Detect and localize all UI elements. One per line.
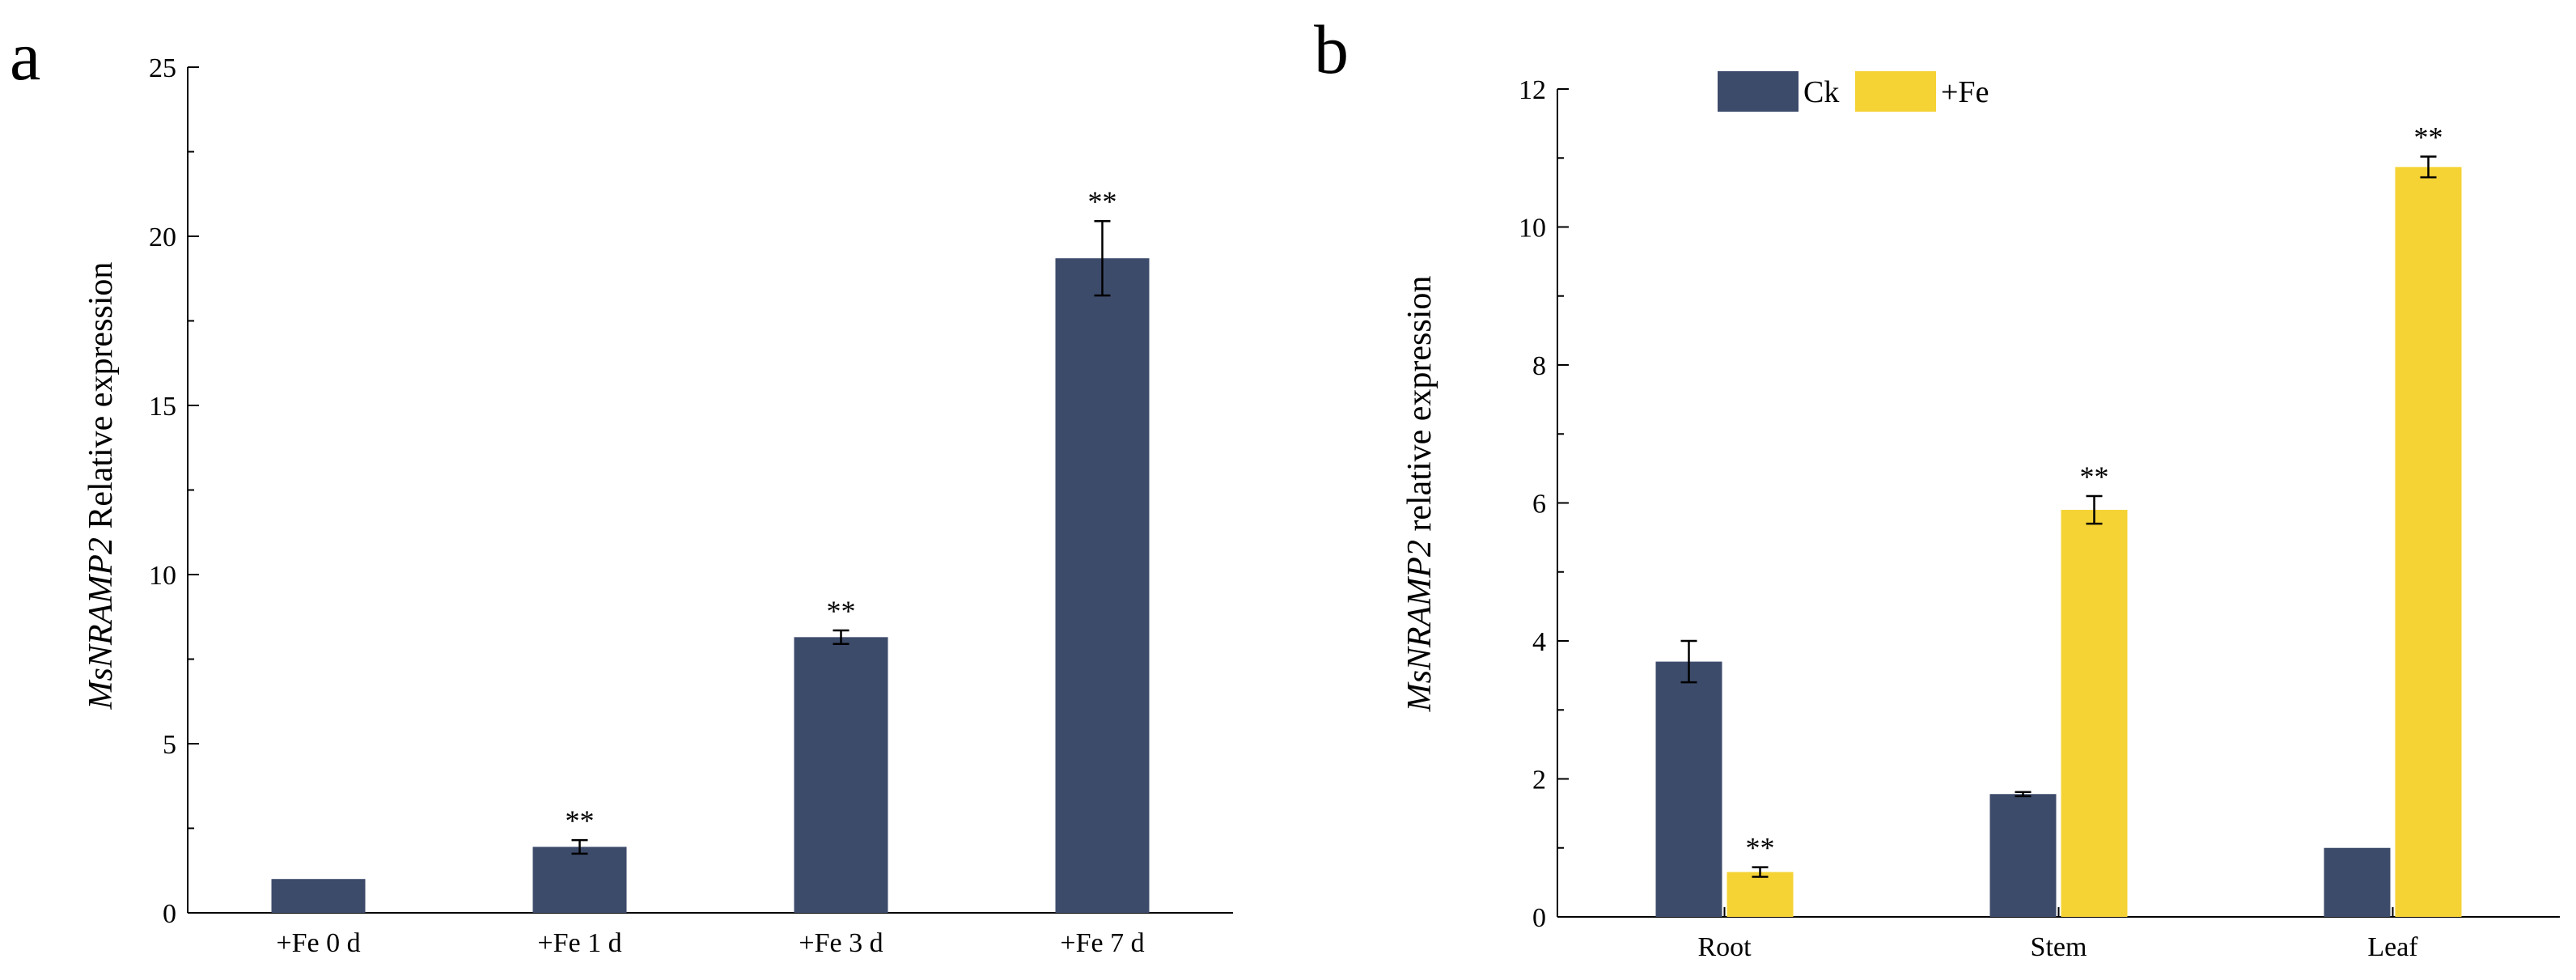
- panel-a-bar: [532, 846, 627, 913]
- panel-b-y-axis-title-gene: MsNRAMP2: [1401, 540, 1438, 712]
- panel-a-significance: **: [566, 804, 595, 837]
- panel-b-legend-swatch: [1718, 71, 1799, 112]
- panel-a-y-tick-label: 20: [149, 223, 176, 252]
- panel-b-fe-series-significance: **: [2080, 460, 2109, 493]
- panel-b-fe-series-bar: [1727, 872, 1794, 917]
- panel-a: a 0 5 10 15 20 25 +Fe 0 d +Fe 1 d +Fe 3 d +Fe 7 d…: [10, 17, 1233, 958]
- panel-b-legend: Ck +Fe: [1718, 71, 1989, 112]
- panel-b-fe-series-bar: [2061, 510, 2128, 917]
- panel-a-x-tick-label: +Fe 3 d: [799, 928, 883, 958]
- panel-a-y-axis-title-gene: MsNRAMP2: [83, 537, 120, 710]
- panel-a-y-tick-label: 25: [149, 53, 176, 83]
- panel-b-y-axis-title: MsNRAMP2 relative expression: [1401, 276, 1438, 713]
- panel-b-y-tick-label: 8: [1532, 351, 1546, 381]
- panel-a-plot: 0 5 10 15 20 25 +Fe 0 d +Fe 1 d +Fe 3 d +Fe 7 d **…: [149, 53, 1233, 958]
- panel-a-y-axis-title-rest: Relative expression: [83, 262, 120, 538]
- panel-a-x-tick-label: +Fe 7 d: [1060, 928, 1144, 958]
- panel-a-significance: **: [827, 595, 856, 627]
- panel-a-bar: [794, 637, 888, 913]
- panel-b-y-tick-label: 4: [1532, 627, 1546, 657]
- panel-a-y-tick-label: 10: [149, 561, 176, 591]
- panel-b-y-axis-title-rest: relative expression: [1401, 276, 1438, 541]
- panel-b-ck-series-bar: [1989, 794, 2057, 917]
- panel-a-y-tick-label: 0: [163, 899, 176, 929]
- panel-b-fe-series-bar: [2395, 167, 2462, 917]
- panel-a-x-tick-label: +Fe 0 d: [276, 928, 360, 958]
- panel-b-y-tick-label: 2: [1532, 766, 1546, 795]
- panel-a-y-tick-label: 5: [163, 730, 176, 760]
- panel-a-bar: [1055, 258, 1150, 913]
- panel-a-significance: **: [1088, 185, 1117, 218]
- panel-b-legend-swatch: [1855, 71, 1936, 112]
- panel-b-y-tick-label: 0: [1532, 903, 1546, 933]
- panel-b-x-tick-label: Root: [1697, 932, 1752, 962]
- panel-b-fe-series-significance: **: [2414, 121, 2443, 154]
- panel-b-x-tick-label: Leaf: [2367, 932, 2418, 962]
- panel-b-y-tick-label: 12: [1519, 75, 1546, 105]
- panel-a-bar: [271, 879, 366, 913]
- panel-b-y-tick-label: 6: [1532, 490, 1546, 520]
- panel-b-legend-label: Ck: [1803, 75, 1839, 109]
- panel-b: b 0 2 4 6 8 10 12 Root Stem Leaf ** ** ** MsNRAMP2 r…: [1314, 11, 2560, 962]
- panel-b-y-tick-label: 10: [1519, 214, 1546, 244]
- panel-b-ck-series-bar: [2324, 847, 2391, 917]
- panel-a-label: a: [10, 17, 40, 95]
- panel-a-y-axis-title: MsNRAMP2 Relative expression: [83, 262, 120, 711]
- panel-b-legend-label: +Fe: [1941, 75, 1989, 109]
- panel-b-label: b: [1314, 11, 1349, 88]
- panel-a-x-tick-label: +Fe 1 d: [537, 928, 621, 958]
- panel-b-plot: 0 2 4 6 8 10 12 Root Stem Leaf ** ** **: [1519, 75, 2560, 962]
- panel-b-ck-series-bar: [1655, 661, 1722, 917]
- panel-b-fe-series-significance: **: [1746, 832, 1775, 864]
- panel-b-x-tick-label: Stem: [2031, 932, 2087, 962]
- panel-a-y-tick-label: 15: [149, 392, 176, 422]
